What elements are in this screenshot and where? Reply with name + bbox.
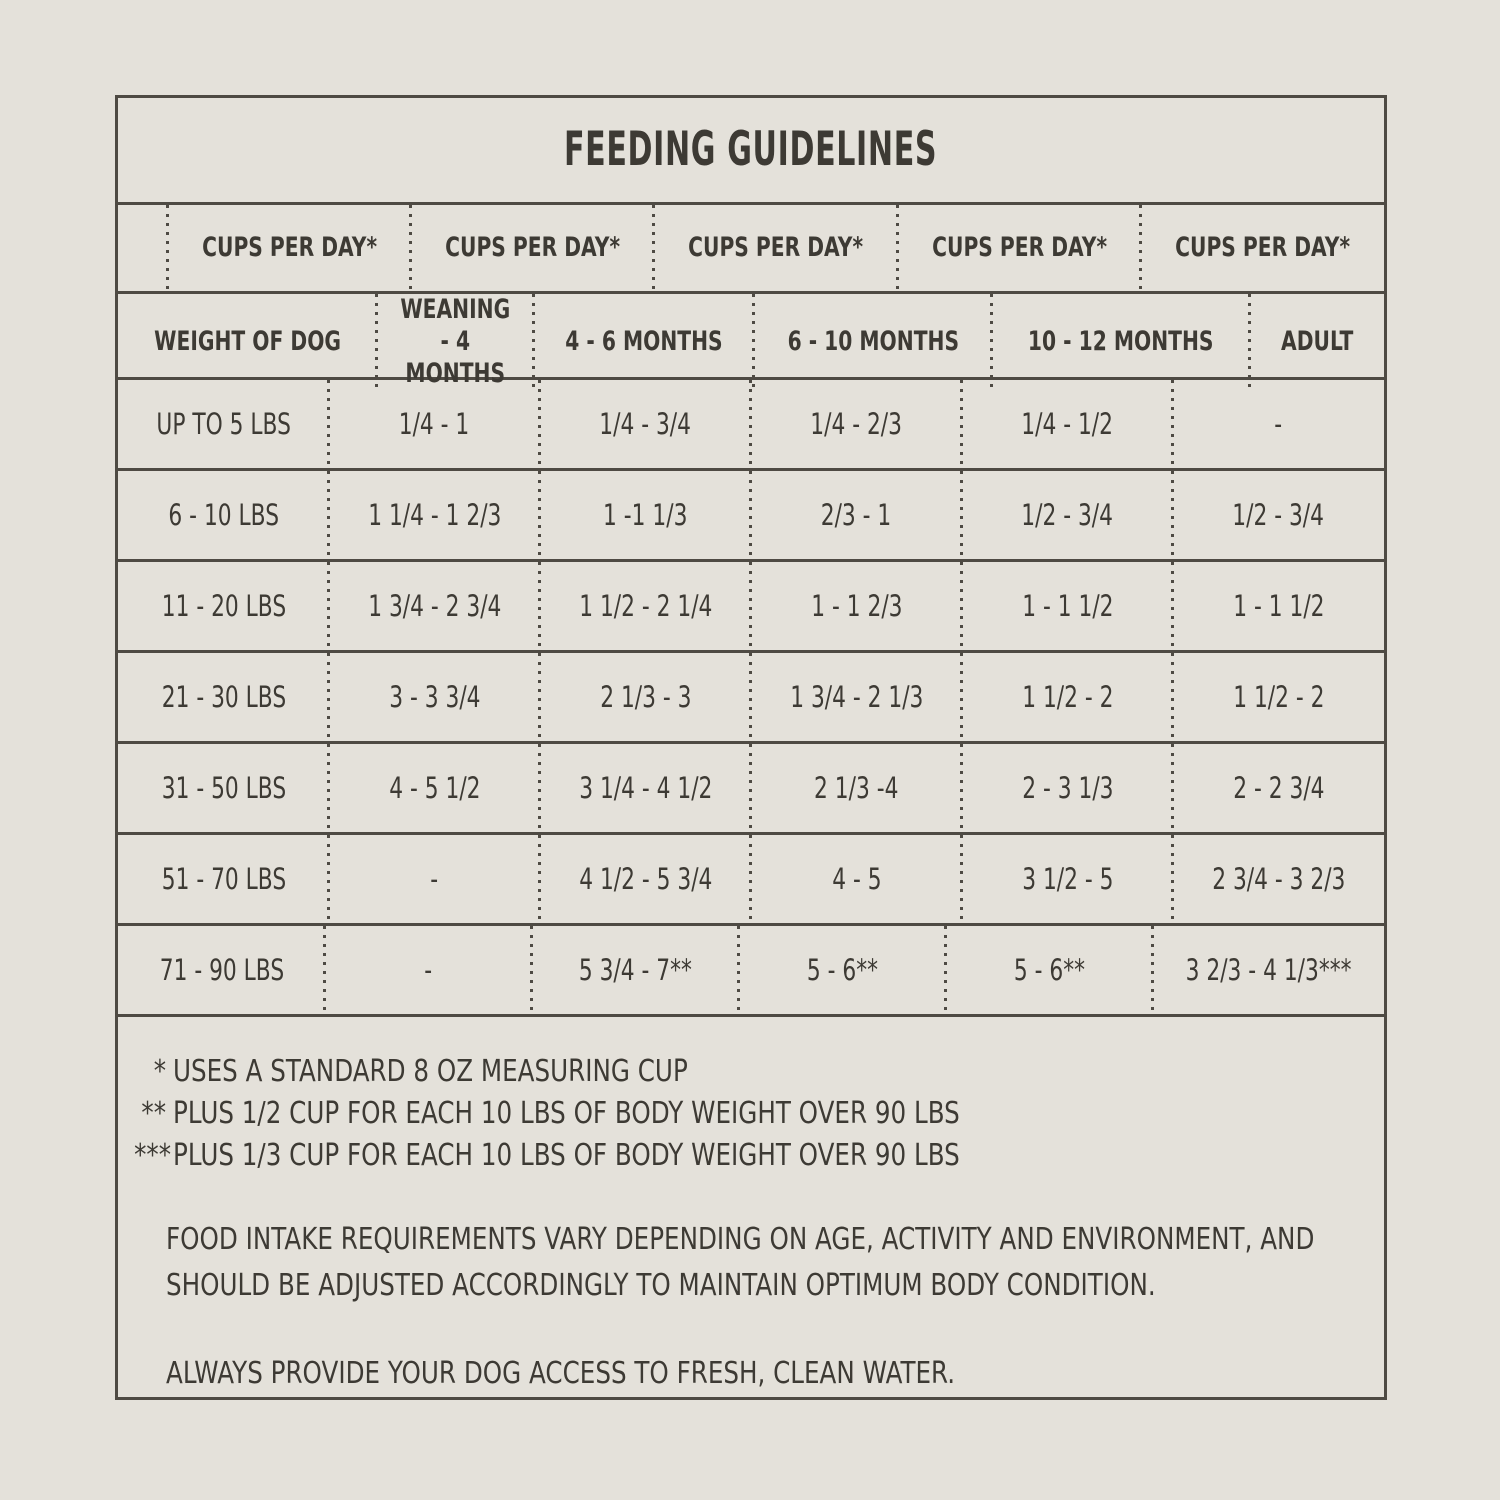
footnote-marker: *** [134, 1138, 171, 1173]
column-header-cups: CUPS PER DAY* [895, 205, 1141, 291]
table-row: 31 - 50 LBS 4 - 5 1/2 3 1/4 - 4 1/2 2 1/… [118, 744, 1384, 835]
table-row: 71 - 90 LBS - 5 3/4 - 7** 5 - 6** 5 - 6*… [118, 926, 1384, 1017]
footnote-marker: ** [141, 1096, 166, 1131]
value-cell: 3 2/3 - 4 1/3*** [1150, 926, 1384, 1014]
value-cell: 1/2 - 3/4 [1171, 471, 1384, 559]
value-cell: 3 1/2 - 5 [960, 835, 1173, 923]
age-header-row: WEIGHT OF DOG WEANING - 4 MONTHS 4 - 6 M… [118, 294, 1384, 390]
value-cell: 2 1/3 -4 [749, 744, 962, 832]
weight-cell: 51 - 70 LBS [161, 861, 286, 896]
footnote-third-cup: *** PLUS 1/3 CUP FOR EACH 10 LBS OF BODY… [126, 1135, 1354, 1177]
value-cell: 1 1/4 - 1 2/3 [327, 471, 540, 559]
column-header-weight-of-dog: WEIGHT OF DOG [154, 325, 342, 357]
column-header-cups: CUPS PER DAY* [165, 205, 411, 291]
value-cell: 3 - 3 3/4 [327, 653, 540, 741]
weight-cell: 71 - 90 LBS [159, 952, 284, 987]
footnote-half-cup: ** PLUS 1/2 CUP FOR EACH 10 LBS OF BODY … [126, 1093, 1354, 1135]
value-cell: - [322, 926, 532, 1014]
column-header-cups: CUPS PER DAY* [409, 205, 654, 291]
value-cell: 2 - 2 3/4 [1171, 744, 1384, 832]
value-cell: 1 - 1 1/2 [960, 562, 1173, 650]
value-cell: 5 3/4 - 7** [529, 926, 739, 1014]
value-cell: 1 - 1 1/2 [1171, 562, 1384, 650]
value-cell: 1/4 - 1/2 [960, 380, 1173, 468]
footnote-text: USES A STANDARD 8 OZ MEASURING CUP [173, 1054, 688, 1089]
column-header-cups: CUPS PER DAY* [652, 205, 897, 291]
column-header-weaning-4-months: WEANING - 4 MONTHS [375, 294, 534, 390]
fresh-water-note: ALWAYS PROVIDE YOUR DOG ACCESS TO FRESH,… [166, 1356, 956, 1391]
feeding-guidelines-table: FEEDING GUIDELINES CUPS PER DAY* CUPS PE… [115, 95, 1387, 1400]
value-cell: 4 - 5 [749, 835, 962, 923]
cups-header-spacer [118, 205, 168, 291]
weight-cell: 31 - 50 LBS [161, 770, 286, 805]
footnote-text: PLUS 1/3 CUP FOR EACH 10 LBS OF BODY WEI… [173, 1138, 960, 1173]
value-cell: 1/4 - 1 [327, 380, 540, 468]
cups-header-row: CUPS PER DAY* CUPS PER DAY* CUPS PER DAY… [118, 205, 1384, 294]
value-cell: - [327, 835, 540, 923]
value-cell: 1 1/2 - 2 1/4 [538, 562, 751, 650]
value-cell: 1 1/2 - 2 [1171, 653, 1384, 741]
table-row: 11 - 20 LBS 1 3/4 - 2 3/4 1 1/2 - 2 1/4 … [118, 562, 1384, 653]
column-header-10-12-months: 10 - 12 MONTHS [990, 294, 1249, 390]
value-cell: 3 1/4 - 4 1/2 [538, 744, 751, 832]
value-cell: 5 - 6** [736, 926, 946, 1014]
value-cell: 2 - 3 1/3 [960, 744, 1173, 832]
value-cell: - [1171, 380, 1384, 468]
food-intake-note: FOOD INTAKE REQUIREMENTS VARY DEPENDING … [166, 1222, 1315, 1303]
value-cell: 1 3/4 - 2 1/3 [749, 653, 962, 741]
weight-cell: 11 - 20 LBS [161, 588, 286, 623]
footnote-measuring-cup: * USES A STANDARD 8 OZ MEASURING CUP [126, 1051, 1354, 1093]
value-cell: 2 1/3 - 3 [538, 653, 751, 741]
page-title: FEEDING GUIDELINES [564, 122, 938, 178]
weight-cell: 6 - 10 LBS [168, 497, 279, 532]
value-cell: 1/4 - 3/4 [538, 380, 751, 468]
value-cell: 1/2 - 3/4 [960, 471, 1173, 559]
column-header-adult: ADULT [1247, 294, 1384, 390]
value-cell: 1/4 - 2/3 [749, 380, 962, 468]
value-cell: 1 -1 1/3 [538, 471, 751, 559]
column-header-cups: CUPS PER DAY* [1138, 205, 1384, 291]
value-cell: 1 1/2 - 2 [960, 653, 1173, 741]
column-header-6-10-months: 6 - 10 MONTHS [751, 294, 993, 390]
footnotes-section: * USES A STANDARD 8 OZ MEASURING CUP ** … [118, 1017, 1384, 1397]
table-row: 51 - 70 LBS - 4 1/2 - 5 3/4 4 - 5 3 1/2 … [118, 835, 1384, 926]
value-cell: 2/3 - 1 [749, 471, 962, 559]
weight-cell: 21 - 30 LBS [161, 679, 286, 714]
value-cell: 1 - 1 2/3 [749, 562, 962, 650]
footnote-marker: * [153, 1054, 166, 1089]
footnote-text: PLUS 1/2 CUP FOR EACH 10 LBS OF BODY WEI… [173, 1096, 960, 1131]
value-cell: 2 3/4 - 3 2/3 [1171, 835, 1384, 923]
weight-cell: UP TO 5 LBS [156, 406, 291, 441]
value-cell: 1 3/4 - 2 3/4 [327, 562, 540, 650]
table-row: 21 - 30 LBS 3 - 3 3/4 2 1/3 - 3 1 3/4 - … [118, 653, 1384, 744]
column-header-4-6-months: 4 - 6 MONTHS [531, 294, 754, 390]
value-cell: 4 1/2 - 5 3/4 [538, 835, 751, 923]
table-title-row: FEEDING GUIDELINES [118, 98, 1384, 205]
table-row: UP TO 5 LBS 1/4 - 1 1/4 - 3/4 1/4 - 2/3 … [118, 380, 1384, 471]
value-cell: 5 - 6** [943, 926, 1153, 1014]
table-body: UP TO 5 LBS 1/4 - 1 1/4 - 3/4 1/4 - 2/3 … [118, 380, 1384, 1017]
value-cell: 4 - 5 1/2 [327, 744, 540, 832]
table-row: 6 - 10 LBS 1 1/4 - 1 2/3 1 -1 1/3 2/3 - … [118, 471, 1384, 562]
